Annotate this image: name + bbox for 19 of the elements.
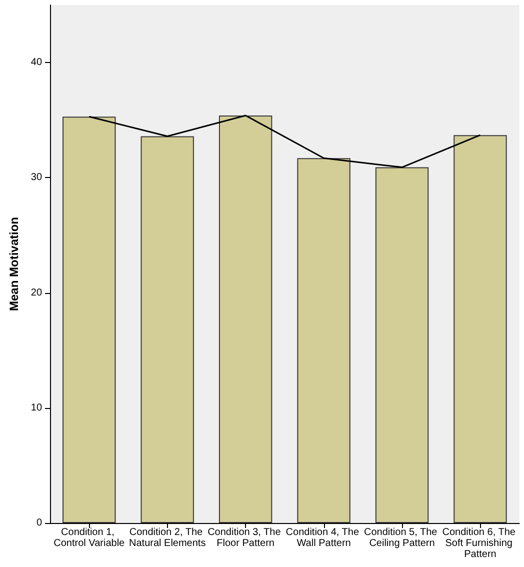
bar (297, 158, 350, 523)
y-tick-label: 0 (36, 518, 42, 528)
bar (62, 116, 116, 523)
y-tick-label: 10 (30, 402, 42, 414)
y-tick-label: 20 (30, 287, 42, 298)
line-series (88, 114, 481, 168)
x-tick-label: Condition 1, Control Variable (54, 527, 126, 549)
x-tick-label: Condition 5, The Ceiling Pattern (364, 527, 440, 549)
y-axis-title: Mean Motivation (7, 216, 21, 312)
bar (218, 116, 272, 523)
y-tick-label: 30 (30, 172, 42, 184)
bar (375, 167, 429, 523)
x-tick-label: Condition 2, The Natural Elements (129, 527, 206, 549)
bar (140, 136, 194, 523)
x-tick-label: Condition 6, The Soft Furnishing Pattern (442, 527, 518, 560)
x-tick-label: Condition 3, The Floor Pattern (208, 527, 284, 549)
y-tick-label: 40 (30, 57, 42, 68)
x-tick-label: Condition 4, The Wall Pattern (286, 527, 362, 549)
bar (454, 135, 507, 523)
